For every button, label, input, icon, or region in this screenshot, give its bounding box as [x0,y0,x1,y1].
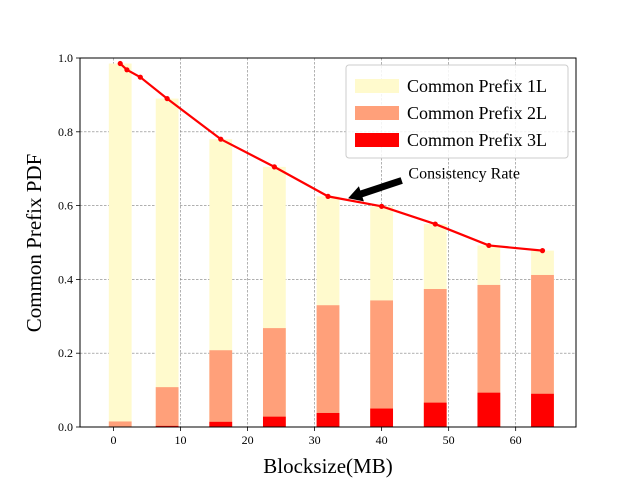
legend-swatch [355,106,399,120]
x-axis-title: Blocksize(MB) [263,454,392,478]
x-tick-label: 30 [309,433,321,447]
legend-label: Common Prefix 3L [407,130,547,150]
line-point [539,248,546,254]
bar-series-2 [209,350,233,427]
annotation-label: Consistency Rate [408,165,520,182]
y-tick-label: 1.0 [58,51,73,65]
legend-swatch [355,133,399,147]
line-point [271,164,277,170]
bar-series-2 [316,305,340,427]
bar-series-3 [423,402,447,427]
bar-series-2 [108,421,132,427]
x-tick-label: 40 [376,433,388,447]
annotation-arrow [348,177,403,202]
bar-series-2 [370,300,394,427]
y-tick-label: 0.6 [58,199,73,213]
bar-series-3 [477,392,501,427]
line-point [218,136,224,142]
bar-series-2 [262,328,286,427]
line-point [325,193,331,199]
bar-series-3 [531,393,554,427]
line-point [117,60,123,67]
bar-series-1 [155,98,179,427]
y-tick-label: 0.4 [58,272,73,286]
line-point [164,95,170,102]
y-tick-label: 0.2 [58,346,73,360]
legend-swatch [355,79,399,93]
y-axis-title: Common Prefix PDF [22,154,46,333]
y-tick-label: 0.0 [58,420,73,434]
line-point [137,74,143,80]
plot-frame [79,57,577,428]
x-tick-label: 50 [443,433,455,447]
legend-label: Common Prefix 1L [407,76,547,96]
bar-series-2 [155,387,179,427]
bar-series-3 [209,421,233,427]
annotation: Consistency Rate [348,165,520,202]
bar-series-1 [108,63,132,427]
x-tick-label: 0 [111,433,117,447]
bar-series-3 [316,412,340,427]
line-point [486,242,492,249]
legend-box [345,64,569,159]
consistency-line [117,60,546,254]
bar-series-2 [423,288,447,427]
x-tick-label: 20 [242,433,254,447]
bars [108,63,554,428]
y-tick-label: 0.8 [58,125,73,139]
line-point [432,221,438,227]
bar-series-3 [262,416,286,427]
bar-series-3 [370,408,394,427]
bar-series-3 [155,425,179,427]
bar-series-2 [531,274,554,427]
axis-ticks: 0 10 20 30 40 50 60 0.0 0.2 0.4 0.6 0.8 1.0 [58,51,522,447]
legend-label: Common Prefix 2L [407,103,547,123]
plot-border [79,57,577,428]
legend: Common Prefix 1L Common Prefix 2L Common P… [345,64,569,159]
x-tick-label: 60 [510,433,522,447]
line-point [124,67,130,73]
bar-series-2 [477,284,501,427]
line-point [379,203,385,209]
x-tick-label: 10 [175,433,187,447]
